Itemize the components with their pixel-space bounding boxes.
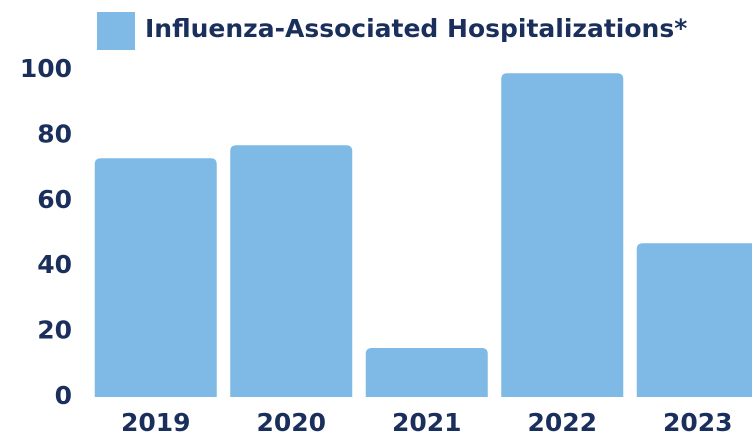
x-tick-label: 2022 [527,408,597,437]
bar [230,145,353,397]
legend-label: Influenza-Associated Hospitalizations* [145,14,687,43]
x-tick-label: 2021 [392,408,462,437]
y-tick-label: 40 [37,250,72,279]
legend-swatch [97,12,135,50]
x-tick-label: 2023 [663,408,733,437]
bar [501,73,624,398]
y-tick-label: 100 [20,54,72,83]
x-tick-label: 2020 [256,408,326,437]
y-tick-label: 80 [37,119,72,148]
x-tick-label: 2019 [121,408,191,437]
bar [636,243,752,397]
bar [94,158,217,397]
y-tick-label: 20 [37,316,72,345]
y-tick-label: 60 [37,185,72,214]
bar [365,347,488,397]
y-tick-label: 0 [55,381,72,410]
